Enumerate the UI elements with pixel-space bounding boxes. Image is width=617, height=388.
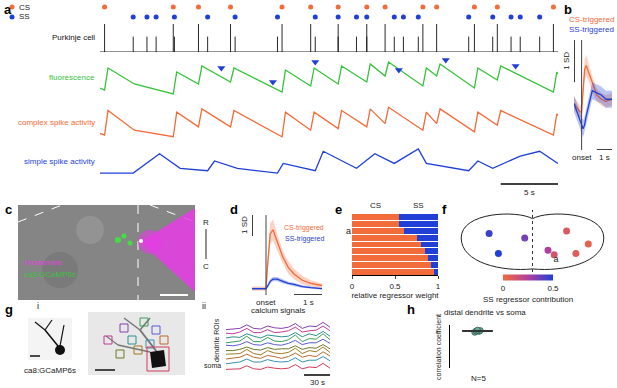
svg-text:rhodamine: rhodamine — [24, 258, 62, 267]
svg-text:CS-triggered: CS-triggered — [284, 224, 324, 232]
svg-text:b: b — [564, 2, 572, 17]
svg-text:f: f — [442, 202, 447, 217]
svg-text:SS: SS — [19, 12, 30, 21]
svg-text:dendrite ROIs: dendrite ROIs — [213, 318, 220, 362]
svg-text:d: d — [230, 202, 238, 217]
svg-text:CS-triggered: CS-triggered — [569, 15, 614, 24]
svg-text:calcium signals: calcium signals — [251, 306, 305, 315]
svg-text:1 SD: 1 SD — [240, 216, 249, 234]
svg-text:h: h — [407, 302, 415, 317]
svg-text:correlation coefficient: correlation coefficient — [435, 314, 442, 380]
svg-text:fluorescence: fluorescence — [49, 73, 95, 82]
svg-text:SS regressor contribution: SS regressor contribution — [483, 295, 573, 304]
svg-text:30 s: 30 s — [310, 378, 325, 387]
svg-text:1 SD: 1 SD — [562, 52, 571, 70]
svg-text:Purkinje cell: Purkinje cell — [52, 33, 95, 42]
svg-text:CS: CS — [370, 201, 381, 210]
svg-text:R: R — [203, 218, 209, 227]
svg-text:g: g — [5, 302, 13, 317]
svg-text:0: 0 — [501, 284, 506, 293]
svg-text:CS: CS — [19, 3, 30, 12]
svg-text:onset: onset — [572, 153, 592, 162]
svg-text:N=5: N=5 — [471, 374, 486, 383]
svg-text:1 s: 1 s — [303, 298, 314, 307]
svg-text:i: i — [37, 301, 39, 311]
svg-text:SS-triggered: SS-triggered — [285, 235, 324, 243]
svg-text:1 s: 1 s — [599, 153, 610, 162]
svg-text:a: a — [346, 226, 351, 236]
svg-text:a: a — [4, 2, 12, 17]
svg-text:a: a — [553, 254, 558, 264]
svg-text:1: 1 — [436, 282, 441, 291]
svg-text:e: e — [335, 202, 342, 217]
svg-text:SS-triggered: SS-triggered — [569, 25, 614, 34]
svg-text:complex spike activity: complex spike activity — [18, 118, 95, 127]
svg-text:relative regressor weight: relative regressor weight — [351, 291, 439, 300]
svg-text:soma: soma — [204, 362, 221, 369]
svg-text:ca8:GCaMP6s: ca8:GCaMP6s — [24, 366, 76, 375]
svg-text:0.5: 0.5 — [547, 284, 559, 293]
svg-text:simple spike activity: simple spike activity — [24, 157, 95, 166]
svg-text:0.5: 0.5 — [389, 282, 401, 291]
svg-text:0: 0 — [350, 282, 355, 291]
svg-text:c: c — [5, 202, 12, 217]
svg-text:SS: SS — [413, 201, 424, 210]
svg-text:ca8:GCaMP6s: ca8:GCaMP6s — [24, 270, 76, 279]
svg-text:onset: onset — [256, 298, 276, 307]
svg-text:5 s: 5 s — [524, 188, 535, 197]
svg-text:distal dendrite vs soma: distal dendrite vs soma — [444, 308, 526, 317]
svg-text:C: C — [203, 262, 209, 271]
svg-text:ii: ii — [202, 301, 206, 311]
